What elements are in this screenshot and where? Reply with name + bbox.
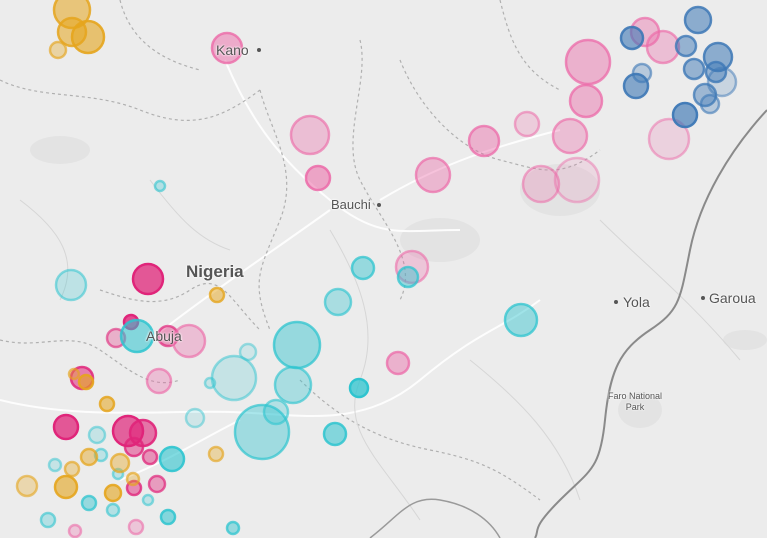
map-marker-orange-82[interactable] (207, 445, 225, 463)
map-marker-pink-37[interactable] (145, 367, 173, 395)
map-marker-blue-26[interactable] (622, 72, 650, 100)
map-marker-cyan-56[interactable] (210, 354, 258, 402)
map-marker-cyan-86[interactable] (141, 493, 155, 507)
map-marker-blue-21[interactable] (683, 5, 713, 35)
city-dot-garoua (701, 296, 705, 300)
map-marker-pink-5[interactable] (289, 114, 331, 156)
map-marker-pink-12[interactable] (553, 156, 601, 204)
map-marker-pink-46[interactable] (127, 518, 145, 536)
map-marker-cyan-85[interactable] (47, 457, 63, 473)
map-marker-orange-77[interactable] (15, 474, 39, 498)
map-marker-cyan-53[interactable] (323, 287, 353, 317)
map-marker-cyan-61[interactable] (203, 376, 217, 390)
map-marker-cyan-69[interactable] (39, 511, 57, 529)
map-marker-cyan-49[interactable] (54, 268, 88, 302)
map-marker-blue-29[interactable] (699, 93, 721, 115)
city-dot-yola (614, 300, 618, 304)
map-marker-cyan-64[interactable] (503, 302, 539, 338)
map-marker-magenta-39[interactable] (52, 413, 80, 441)
map-marker-cyan-65[interactable] (158, 445, 186, 473)
map-marker-blue-22[interactable] (674, 34, 698, 58)
map-marker-cyan-54[interactable] (272, 320, 322, 370)
city-label-kano: Kano (216, 42, 249, 58)
city-label-garoua: Garoua (709, 290, 756, 306)
city-label-yola: Yola (623, 294, 650, 310)
map-marker-cyan-58[interactable] (262, 398, 290, 426)
map-marker-orange-76[interactable] (53, 474, 79, 500)
map-marker-orange-78[interactable] (79, 447, 99, 467)
map-marker-pink-7[interactable] (414, 156, 452, 194)
map-marker-cyan-57[interactable] (233, 403, 291, 461)
city-dot-bauchi (377, 203, 381, 207)
map-marker-cyan-60[interactable] (184, 407, 206, 429)
map-marker-cyan-87[interactable] (105, 502, 121, 518)
map-marker-pink-16[interactable] (645, 29, 681, 65)
map-marker-orange-79[interactable] (109, 452, 131, 474)
map-marker-magenta-43[interactable] (141, 448, 159, 466)
map-marker-blue-20[interactable] (619, 25, 645, 51)
map-marker-magenta-32[interactable] (131, 262, 165, 296)
map-marker-pink-47[interactable] (67, 523, 83, 538)
city-label-abuja: Abuja (146, 328, 182, 344)
map-marker-cyan-52[interactable] (396, 265, 420, 289)
map-marker-pink-9[interactable] (513, 110, 541, 138)
map-marker-pink-6[interactable] (304, 164, 332, 192)
map-marker-orange-2[interactable] (56, 16, 88, 48)
map-marker-pink-14[interactable] (568, 83, 604, 119)
map-marker-pink-13[interactable] (564, 38, 612, 86)
map-marker-blue-31[interactable] (706, 66, 738, 98)
map-marker-pink-17[interactable] (647, 117, 691, 161)
map-marker-orange-72[interactable] (208, 286, 226, 304)
map-marker-cyan-62[interactable] (348, 377, 370, 399)
map-marker-orange-74[interactable] (98, 395, 116, 413)
map-marker-cyan-68[interactable] (80, 494, 98, 512)
park-label-faro: Faro National Park (607, 391, 663, 412)
city-label-bauchi: Bauchi (331, 197, 371, 212)
map-marker-blue-30[interactable] (671, 101, 699, 129)
map-marker-blue-27[interactable] (631, 62, 653, 84)
international-border (534, 109, 767, 538)
map-marker-cyan-55[interactable] (273, 365, 313, 405)
map-marker-orange-80[interactable] (103, 483, 123, 503)
map-marker-pink-4[interactable] (210, 31, 244, 65)
map-marker-pink-8[interactable] (467, 124, 501, 158)
country-label-nigeria: Nigeria (186, 262, 244, 281)
map-marker-cyan-51[interactable] (350, 255, 376, 281)
map-marker-cyan-63[interactable] (322, 421, 348, 447)
map-marker-cyan-84[interactable] (87, 425, 107, 445)
map-marker-pink-10[interactable] (551, 117, 589, 155)
map-marker-orange-81[interactable] (125, 471, 141, 487)
city-dot-kano (257, 48, 261, 52)
map-marker-cyan-48[interactable] (119, 318, 155, 354)
map-marker-magenta-45[interactable] (147, 474, 167, 494)
map-marker-cyan-50[interactable] (153, 179, 167, 193)
map-marker-pink-36[interactable] (171, 323, 207, 359)
map-marker-pink-19[interactable] (385, 350, 411, 376)
map-marker-magenta-42[interactable] (123, 436, 145, 458)
map-marker-cyan-59[interactable] (238, 342, 258, 362)
map-marker-blue-24[interactable] (682, 57, 706, 81)
map-marker-orange-73[interactable] (77, 373, 95, 391)
map-marker-orange-75[interactable] (67, 367, 81, 381)
map-marker-cyan-66[interactable] (159, 508, 177, 526)
map-marker-orange-3[interactable] (48, 40, 68, 60)
map-marker-cyan-67[interactable] (225, 520, 241, 536)
map-marker-orange-83[interactable] (63, 460, 81, 478)
map-marker-pink-11[interactable] (521, 164, 561, 204)
